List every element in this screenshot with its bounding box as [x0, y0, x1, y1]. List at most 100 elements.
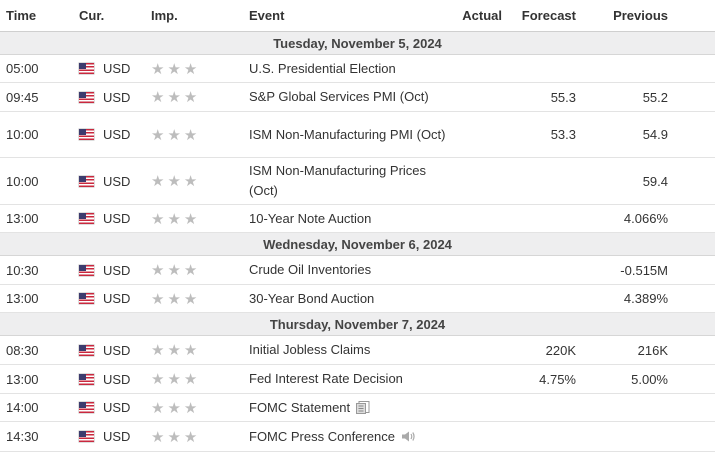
header-currency[interactable]: Cur.	[79, 8, 105, 23]
event-time: 13:00	[6, 211, 39, 226]
star-icon: ★	[151, 89, 165, 106]
event-forecast: 55.3	[550, 89, 576, 105]
event-name-cell: S&P Global Services PMI (Oct)	[249, 83, 449, 111]
currency-code: USD	[103, 262, 131, 278]
day-header: Wednesday, November 6, 2024	[0, 233, 715, 256]
us-flag-icon	[79, 264, 94, 276]
event-actual	[452, 422, 502, 451]
importance-stars: ★ ★ ★	[151, 83, 243, 111]
event-currency: USD	[79, 112, 141, 157]
event-actual	[452, 158, 502, 204]
event-name[interactable]: ISM Non-Manufacturing Prices (Oct)	[249, 163, 427, 198]
header-time[interactable]: Time	[6, 8, 37, 23]
star-rating: ★ ★ ★	[151, 341, 197, 359]
event-time: 14:30	[6, 429, 39, 444]
event-row[interactable]: 14:00 USD ★ ★ ★ FOMC Statement	[0, 394, 715, 422]
event-name-cell: 10-Year Note Auction	[249, 205, 449, 232]
star-rating: ★ ★ ★	[151, 210, 197, 228]
currency-code: USD	[103, 127, 131, 142]
event-row[interactable]: 13:00 USD ★ ★ ★ 10-Year Note Auction 4.066%	[0, 205, 715, 233]
event-previous: 4.389%	[623, 291, 668, 306]
event-currency: USD	[79, 205, 141, 232]
event-row[interactable]: 10:30 USD ★ ★ ★ Crude Oil Inventories -0.515M	[0, 256, 715, 285]
event-row[interactable]: 14:30 USD ★ ★ ★ FOMC Press Conference	[0, 422, 715, 452]
header-event[interactable]: Event	[249, 7, 285, 23]
speaker-icon[interactable]	[401, 430, 416, 443]
event-currency: USD	[79, 256, 141, 284]
star-icon: ★	[151, 342, 165, 359]
event-row[interactable]: 10:00 USD ★ ★ ★ ISM Non-Manufacturing PMI (Oc…	[0, 112, 715, 158]
event-currency: USD	[79, 422, 141, 451]
star-icon: ★	[167, 428, 181, 446]
event-name-cell: Fed Interest Rate Decision	[249, 365, 449, 393]
event-previous: 55.2	[642, 89, 668, 105]
us-flag-icon	[79, 129, 94, 140]
event-name[interactable]: Fed Interest Rate Decision	[249, 371, 403, 386]
event-actual	[452, 55, 502, 82]
event-name[interactable]: FOMC Statement	[249, 399, 351, 415]
event-row[interactable]: 05:00 USD ★ ★ ★ U.S. Presidential Election	[0, 55, 715, 83]
currency-code: USD	[103, 371, 131, 387]
star-icon: ★	[167, 173, 181, 190]
event-name[interactable]: 10-Year Note Auction	[249, 210, 372, 226]
importance-stars: ★ ★ ★	[151, 285, 243, 312]
event-row[interactable]: 08:30 USD ★ ★ ★ Initial Jobless Claims 220K 216…	[0, 336, 715, 365]
event-previous	[585, 394, 668, 421]
star-icon: ★	[183, 399, 198, 417]
currency-code: USD	[103, 173, 131, 189]
star-icon: ★	[151, 262, 165, 279]
event-time: 05:00	[6, 61, 39, 76]
event-currency: USD	[79, 158, 141, 204]
currency-code: USD	[103, 342, 131, 358]
star-rating: ★ ★ ★	[151, 290, 197, 308]
event-name[interactable]: 30-Year Bond Auction	[249, 290, 375, 306]
importance-stars: ★ ★ ★	[151, 336, 243, 364]
event-name-cell: FOMC Press Conference	[249, 422, 449, 451]
event-name[interactable]: S&P Global Services PMI (Oct)	[249, 89, 429, 104]
event-row[interactable]: 13:00 USD ★ ★ ★ Fed Interest Rate Decision 4.7…	[0, 365, 715, 394]
event-forecast: 4.75%	[539, 371, 576, 387]
star-rating: ★ ★ ★	[151, 399, 197, 417]
header-actual[interactable]: Actual	[462, 8, 502, 23]
event-name[interactable]: FOMC Press Conference	[249, 428, 395, 444]
event-time: 13:00	[6, 291, 39, 306]
event-name[interactable]: Initial Jobless Claims	[249, 342, 371, 357]
star-icon: ★	[151, 371, 165, 388]
event-forecast	[508, 205, 576, 232]
event-name-cell: Crude Oil Inventories	[249, 256, 449, 284]
event-name-cell: FOMC Statement	[249, 394, 449, 421]
event-row[interactable]: 09:45 USD ★ ★ ★ S&P Global Services PMI (Oct)…	[0, 83, 715, 112]
event-currency: USD	[79, 336, 141, 364]
event-currency: USD	[79, 55, 141, 82]
event-name[interactable]: ISM Non-Manufacturing PMI (Oct)	[249, 126, 446, 142]
event-name-cell: ISM Non-Manufacturing Prices (Oct)	[249, 158, 449, 204]
event-currency: USD	[79, 83, 141, 111]
document-icon[interactable]	[356, 401, 370, 414]
event-name[interactable]: U.S. Presidential Election	[249, 60, 396, 76]
table-header: Time Cur. Imp. Event Actual Forecast Pre…	[0, 0, 715, 32]
currency-code: USD	[103, 429, 131, 444]
event-time: 10:00	[6, 127, 39, 142]
event-row[interactable]: 13:00 USD ★ ★ ★ 30-Year Bond Auction 4.389%	[0, 285, 715, 313]
event-name[interactable]: Crude Oil Inventories	[249, 262, 372, 277]
star-icon: ★	[167, 342, 181, 359]
importance-stars: ★ ★ ★	[151, 205, 243, 232]
event-time: 14:00	[6, 400, 39, 415]
star-rating: ★ ★ ★	[151, 126, 197, 144]
header-importance[interactable]: Imp.	[151, 8, 178, 23]
event-forecast	[508, 256, 576, 284]
importance-stars: ★ ★ ★	[151, 158, 243, 204]
event-previous	[585, 422, 668, 451]
event-previous: 5.00%	[631, 371, 668, 387]
us-flag-icon	[79, 213, 94, 224]
star-rating: ★ ★ ★	[151, 428, 197, 446]
header-forecast[interactable]: Forecast	[521, 8, 576, 23]
event-row[interactable]: 10:00 USD ★ ★ ★ ISM Non-Manufacturing Prices …	[0, 158, 715, 205]
event-previous: 216K	[637, 342, 668, 358]
us-flag-icon	[79, 431, 94, 442]
event-currency: USD	[79, 394, 141, 421]
event-forecast	[508, 285, 576, 312]
header-previous[interactable]: Previous	[613, 8, 668, 23]
star-icon: ★	[183, 290, 198, 308]
importance-stars: ★ ★ ★	[151, 112, 243, 157]
